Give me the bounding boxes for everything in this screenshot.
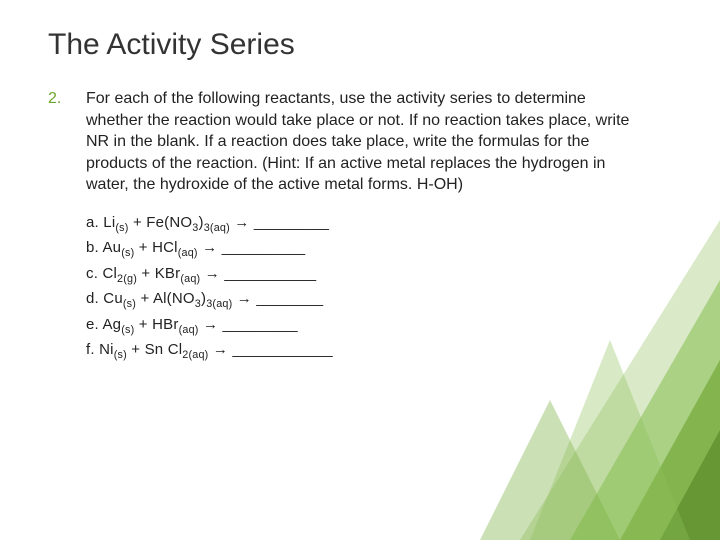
slide-content: The Activity Series 2. For each of the f… [0, 0, 720, 387]
instruction-text: For each of the following reactants, use… [86, 88, 646, 196]
reaction-list: a. Li(s) + Fe(NO3)3(aq) → _________b. Au… [86, 210, 646, 363]
reaction-item: e. Ag(s) + HBr(aq) → _________ [86, 312, 646, 338]
reaction-item: f. Ni(s) + Sn Cl2(aq) → ____________ [86, 337, 646, 363]
instruction-block: For each of the following reactants, use… [86, 88, 646, 363]
reaction-item: a. Li(s) + Fe(NO3)3(aq) → _________ [86, 210, 646, 236]
list-number: 2. [48, 88, 66, 363]
instruction-row: 2. For each of the following reactants, … [48, 88, 672, 363]
reaction-item: d. Cu(s) + Al(NO3)3(aq) → ________ [86, 286, 646, 312]
slide-title: The Activity Series [48, 28, 672, 62]
reaction-item: b. Au(s) + HCl(aq) → __________ [86, 235, 646, 261]
reaction-item: c. Cl2(g) + KBr(aq) → ___________ [86, 261, 646, 287]
